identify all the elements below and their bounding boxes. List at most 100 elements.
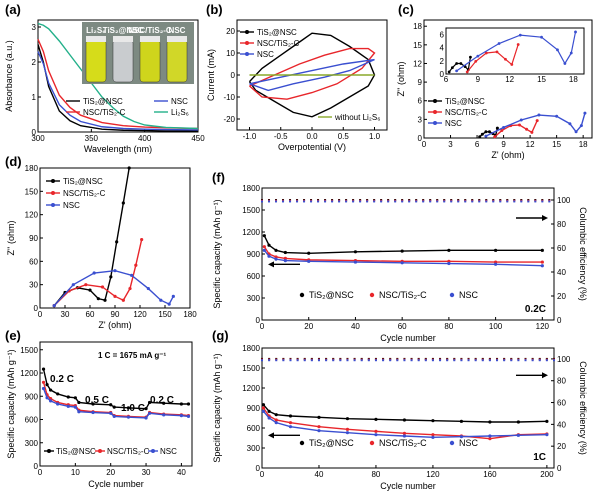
x-tick-label: 40 [351, 322, 360, 331]
data-point [535, 119, 539, 123]
y2-axis-label: Columbic efficiency (%) [578, 361, 588, 455]
y-tick-label: 30 [29, 281, 38, 290]
ce-point [471, 200, 474, 203]
data-point [41, 386, 46, 391]
inset-data-point [469, 55, 472, 59]
legend-entry: NSC/TiS₂-C [257, 39, 300, 48]
y-tick-label: 0 [256, 464, 261, 473]
data-point [374, 429, 378, 433]
inset-data-point [455, 62, 459, 65]
legend-marker [245, 30, 249, 34]
data-point [353, 260, 358, 264]
data-point [317, 429, 321, 433]
data-point [283, 256, 287, 260]
ce-point [492, 200, 495, 203]
data-point [488, 437, 492, 441]
ce-point [289, 359, 292, 362]
y2-tick-label: 60 [557, 399, 566, 408]
x-tick-label: 300 [31, 134, 45, 143]
data-point [77, 400, 81, 405]
x-axis-label: Wavelength (nm) [84, 144, 152, 154]
legend-marker [369, 292, 375, 298]
ce-point [510, 359, 513, 362]
x-tick-label: 9 [501, 140, 506, 149]
vial-label: NSC [169, 26, 186, 35]
data-point [126, 406, 130, 410]
y-tick-label: -20 [223, 115, 235, 124]
ce-point [261, 359, 263, 362]
inset-data-point [476, 54, 480, 58]
ce-point [367, 359, 370, 362]
data-point [283, 250, 287, 255]
x-axis-label: Cycle number [380, 481, 436, 491]
data-point [288, 414, 293, 418]
legend-entry: TiS₂@NSC [56, 447, 96, 456]
y2-tick-label: 80 [557, 220, 566, 229]
y-tick-label: 1500 [20, 346, 38, 355]
data-point [545, 433, 549, 437]
data-point [267, 416, 271, 420]
x-tick-label: 0.0 [306, 132, 318, 141]
inset-frame [445, 27, 585, 75]
x-tick-label: 120 [536, 322, 550, 331]
ce-point [467, 359, 470, 362]
data-point [147, 411, 152, 415]
data-point [121, 201, 125, 205]
data-point [186, 402, 191, 406]
x-tick-label: 200 [540, 470, 554, 479]
series-line [249, 58, 375, 92]
ce-point [548, 200, 551, 203]
x-tick-label: 40 [177, 468, 186, 477]
inset-data-point [497, 42, 501, 45]
legend-entry: TiS₂@NSC [309, 290, 354, 300]
inset-data-point [540, 35, 543, 39]
data-point [480, 132, 484, 136]
series-line [263, 235, 543, 254]
y-tick-label: 20 [226, 27, 235, 36]
x-tick-label: 0 [38, 468, 43, 477]
series-line [53, 269, 174, 307]
y-axis-label: Specific capacity (mAh g⁻¹) [212, 353, 222, 462]
rate-label: 1.0 C [121, 403, 145, 414]
ce-point [346, 359, 349, 362]
data-point [537, 113, 541, 117]
panel-letter: (g) [212, 328, 229, 343]
ce-point [310, 200, 313, 203]
series-line [249, 47, 376, 100]
y-tick-label: 3 [32, 23, 37, 32]
series-line [42, 388, 189, 419]
ce-point [332, 359, 335, 362]
vial-cap [140, 36, 160, 42]
data-point [109, 403, 113, 407]
data-point [144, 407, 148, 411]
data-point [128, 286, 132, 291]
legend-marker [51, 203, 55, 207]
arrowhead [542, 372, 548, 379]
legend-marker [245, 52, 249, 56]
ce-point [450, 200, 453, 203]
data-point [127, 166, 131, 170]
y-tick-label: 0 [231, 71, 236, 80]
data-point [488, 434, 492, 438]
data-point [345, 431, 350, 435]
ce-point [478, 200, 481, 203]
panel-letter: (b) [206, 2, 223, 17]
inset-y-tick-label: 2 [440, 57, 445, 66]
data-point [402, 418, 407, 422]
ce-point [317, 359, 320, 362]
data-point [171, 294, 175, 298]
y-tick-label: 1 [32, 93, 37, 102]
ce-point [520, 200, 523, 203]
data-point [186, 414, 191, 418]
legend-entry: Li₂S₆ [171, 108, 189, 117]
data-point [484, 130, 488, 134]
data-point [274, 255, 278, 259]
ce-point [296, 200, 299, 203]
data-point [274, 413, 278, 417]
data-point [115, 240, 119, 244]
data-point [447, 259, 451, 263]
data-point [162, 413, 166, 417]
data-point [317, 415, 321, 419]
